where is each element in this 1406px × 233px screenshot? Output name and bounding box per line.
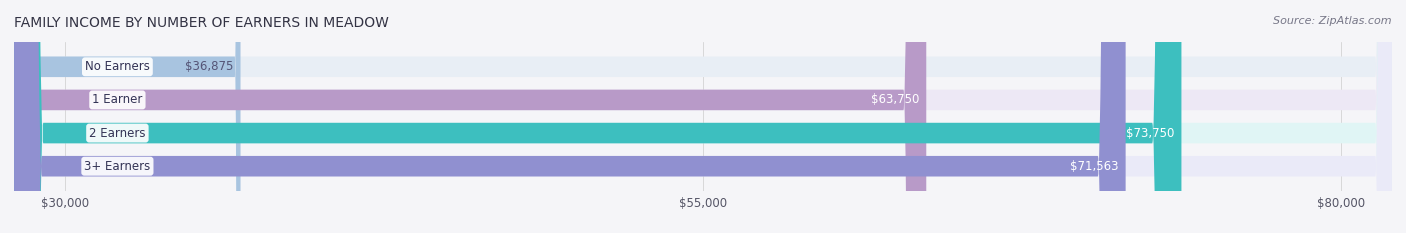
Text: 3+ Earners: 3+ Earners [84, 160, 150, 173]
Text: No Earners: No Earners [84, 60, 150, 73]
Text: $73,750: $73,750 [1126, 127, 1174, 140]
FancyBboxPatch shape [14, 0, 1181, 233]
FancyBboxPatch shape [14, 0, 1392, 233]
FancyBboxPatch shape [14, 0, 1392, 233]
Text: 2 Earners: 2 Earners [89, 127, 146, 140]
FancyBboxPatch shape [14, 0, 927, 233]
Text: 1 Earner: 1 Earner [93, 93, 142, 106]
FancyBboxPatch shape [14, 0, 1126, 233]
Text: Source: ZipAtlas.com: Source: ZipAtlas.com [1274, 16, 1392, 26]
Text: FAMILY INCOME BY NUMBER OF EARNERS IN MEADOW: FAMILY INCOME BY NUMBER OF EARNERS IN ME… [14, 16, 389, 30]
FancyBboxPatch shape [14, 0, 1392, 233]
Text: $36,875: $36,875 [186, 60, 233, 73]
Text: $71,563: $71,563 [1070, 160, 1119, 173]
FancyBboxPatch shape [14, 0, 1392, 233]
FancyBboxPatch shape [14, 0, 240, 233]
Text: $63,750: $63,750 [870, 93, 920, 106]
